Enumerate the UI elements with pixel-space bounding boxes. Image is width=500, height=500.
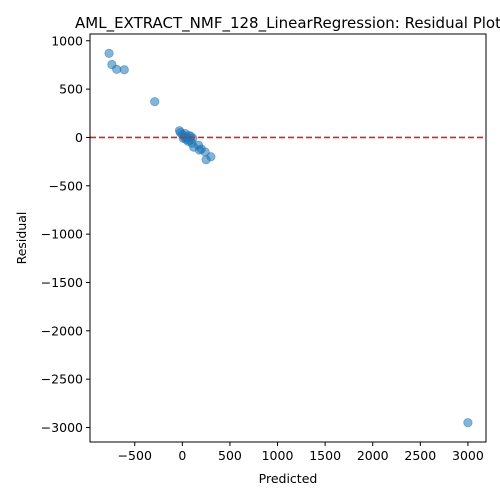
x-axis-label: Predicted: [259, 471, 318, 486]
y-tick-label: 0: [75, 130, 83, 145]
y-tick-label: −500: [49, 178, 83, 193]
y-tick-label: 1000: [51, 33, 83, 48]
plot-frame: [89, 33, 487, 443]
x-tick-label: 3000: [452, 448, 484, 463]
chart-title: AML_EXTRACT_NMF_128_LinearRegression: Re…: [75, 14, 500, 33]
y-tick-label: 500: [59, 82, 83, 97]
x-tick-label: 2500: [404, 448, 436, 463]
points-layer: [104, 48, 473, 428]
x-tick-label: 1000: [262, 448, 294, 463]
scatter-point: [206, 152, 216, 162]
scatter-point: [463, 418, 473, 428]
y-tick-label: −1000: [41, 227, 83, 242]
x-axis: −500 0 500 1000 1500 2000 2500 3000: [118, 442, 484, 463]
x-tick-label: −500: [118, 448, 152, 463]
scatter-point: [150, 97, 160, 107]
y-tick-label: −2000: [41, 323, 83, 338]
scatter-point: [112, 64, 122, 74]
scatter-point: [119, 65, 129, 75]
scatter-point: [188, 133, 198, 144]
y-axis-label: Residual: [14, 212, 29, 265]
x-tick-label: 2000: [357, 448, 389, 463]
scatter-point: [104, 48, 114, 58]
x-tick-label: 1500: [309, 448, 341, 463]
x-tick-label: 0: [178, 448, 186, 463]
y-tick-label: −3000: [41, 420, 83, 435]
y-tick-label: −1500: [41, 275, 83, 290]
x-tick-label: 500: [218, 448, 242, 463]
y-axis: 1000 500 0 −500 −1000 −1500 −2000 −2500 −3000: [41, 33, 90, 435]
plot-area: [90, 34, 486, 442]
y-tick-label: −2500: [41, 372, 83, 387]
